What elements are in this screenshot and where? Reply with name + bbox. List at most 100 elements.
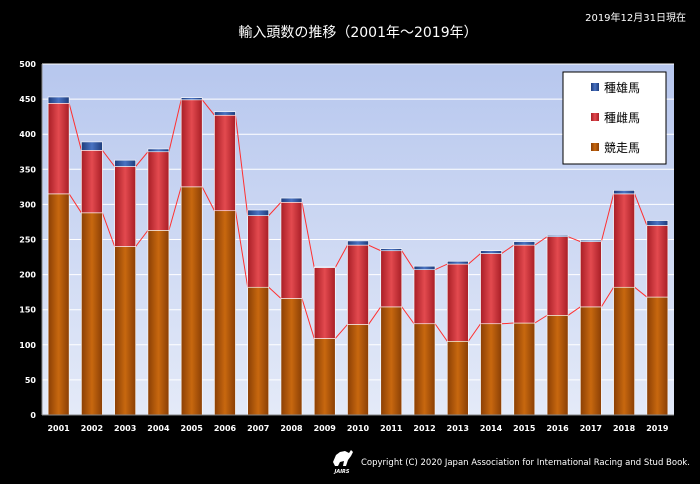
bar-stallion-2016 [546, 234, 569, 237]
legend-item-stallion: 種雄馬 [591, 80, 640, 95]
bar-stallion-2011 [380, 248, 403, 252]
bar-mare-2009 [313, 267, 336, 339]
bar-stallion-2019 [646, 220, 669, 226]
bar-stallion-2005 [180, 97, 203, 101]
logo-text: JAIRS [333, 469, 349, 475]
y-tick-label: 300 [19, 200, 36, 209]
y-tick-label: 450 [19, 95, 36, 104]
x-tick-label: 2015 [513, 424, 536, 433]
legend-swatch-racehorse [591, 143, 599, 151]
x-tick-label: 2001 [47, 424, 70, 433]
legend-label-mare: 種雌馬 [604, 110, 640, 125]
bar-stallion-2013 [446, 260, 469, 265]
bars [47, 96, 669, 416]
bar-racehorse-2018 [613, 286, 635, 416]
x-tick-label: 2019 [646, 424, 669, 433]
bar-racehorse-2019 [646, 296, 669, 416]
bar-stallion-2008 [280, 197, 303, 203]
bar-mare-2017 [580, 241, 602, 308]
bar-mare-2012 [413, 269, 436, 325]
bar-mare-2007 [247, 215, 270, 288]
copyright-text: Copyright (C) 2020 Japan Association for… [361, 458, 690, 468]
bar-mare-2011 [380, 250, 403, 308]
x-tick-label: 2002 [81, 424, 103, 433]
bar-racehorse-2005 [180, 186, 203, 416]
x-tick-label: 2003 [114, 424, 136, 433]
horse-logo-icon [333, 450, 353, 466]
bar-racehorse-2004 [147, 230, 170, 416]
bar-mare-2002 [81, 150, 103, 214]
bar-racehorse-2015 [513, 322, 536, 416]
legend-item-mare: 種雌馬 [591, 110, 640, 125]
bar-mare-2006 [214, 114, 236, 212]
bar-mare-2003 [114, 166, 136, 247]
x-tick-label: 2018 [613, 424, 636, 433]
bar-mare-2014 [480, 253, 502, 325]
x-tick-label: 2010 [347, 424, 370, 433]
bar-mare-2010 [347, 244, 369, 325]
bar-racehorse-2014 [480, 323, 502, 416]
y-axis-ticks: 0 50 100 150 200 250 300 350 400 450 500 [19, 60, 36, 420]
bar-stallion-2014 [480, 250, 502, 254]
bar-mare-2005 [180, 99, 203, 188]
bar-stallion-2002 [81, 141, 103, 151]
bar-stallion-2001 [47, 96, 70, 104]
footer: JAIRS Copyright (C) 2020 Japan Associati… [333, 450, 690, 475]
x-tick-label: 2017 [580, 424, 602, 433]
bar-stallion-2003 [114, 159, 136, 167]
bar-mare-2001 [47, 103, 70, 195]
bar-mare-2008 [280, 201, 303, 299]
bar-racehorse-2002 [81, 212, 103, 416]
date-note: 2019年12月31日現在 [585, 11, 686, 24]
y-tick-label: 350 [19, 165, 36, 174]
bar-stallion-2007 [247, 209, 270, 216]
bar-racehorse-2001 [47, 193, 70, 416]
x-tick-label: 2011 [380, 424, 403, 433]
legend-label-stallion: 種雄馬 [604, 80, 640, 95]
bar-stallion-2009 [313, 266, 336, 268]
bar-stallion-2010 [347, 240, 369, 246]
bar-racehorse-2008 [280, 298, 303, 416]
bar-racehorse-2007 [247, 286, 270, 416]
bar-mare-2004 [147, 151, 170, 231]
bar-mare-2019 [646, 225, 669, 298]
x-tick-label: 2016 [546, 424, 569, 433]
y-tick-label: 0 [30, 411, 36, 420]
bar-racehorse-2011 [380, 306, 403, 416]
bar-stallion-2006 [214, 111, 236, 116]
bar-stallion-2017 [580, 239, 602, 242]
x-tick-label: 2004 [147, 424, 170, 433]
y-tick-label: 150 [19, 306, 36, 315]
bar-racehorse-2012 [413, 323, 436, 416]
x-tick-label: 2005 [181, 424, 204, 433]
bar-mare-2015 [513, 244, 536, 324]
x-axis-ticks: 2001 2002 2003 2004 2005 2006 2007 2008 2009 2010… [47, 424, 668, 433]
legend-label-racehorse: 競走馬 [604, 140, 640, 155]
bar-mare-2016 [546, 236, 569, 316]
bar-stallion-2015 [513, 241, 536, 246]
bar-stallion-2012 [413, 265, 436, 270]
y-tick-label: 200 [19, 271, 36, 280]
bar-racehorse-2016 [546, 315, 569, 416]
bar-mare-2018 [613, 193, 635, 288]
bar-racehorse-2003 [114, 246, 136, 416]
x-tick-label: 2007 [247, 424, 269, 433]
bar-racehorse-2009 [313, 338, 336, 416]
y-tick-label: 250 [19, 236, 36, 245]
x-tick-label: 2008 [280, 424, 303, 433]
x-tick-label: 2012 [413, 424, 435, 433]
bar-racehorse-2010 [347, 324, 369, 416]
bar-stallion-2004 [147, 148, 170, 153]
y-tick-label: 100 [19, 341, 36, 350]
y-tick-label: 400 [19, 130, 36, 139]
y-tick-label: 500 [19, 60, 36, 69]
x-tick-label: 2009 [314, 424, 337, 433]
bar-racehorse-2006 [214, 210, 236, 416]
legend-swatch-mare [591, 113, 599, 121]
bar-stallion-2018 [613, 190, 635, 195]
jairs-logo: JAIRS [333, 450, 353, 475]
legend-box [562, 71, 667, 165]
bar-mare-2013 [446, 263, 469, 342]
